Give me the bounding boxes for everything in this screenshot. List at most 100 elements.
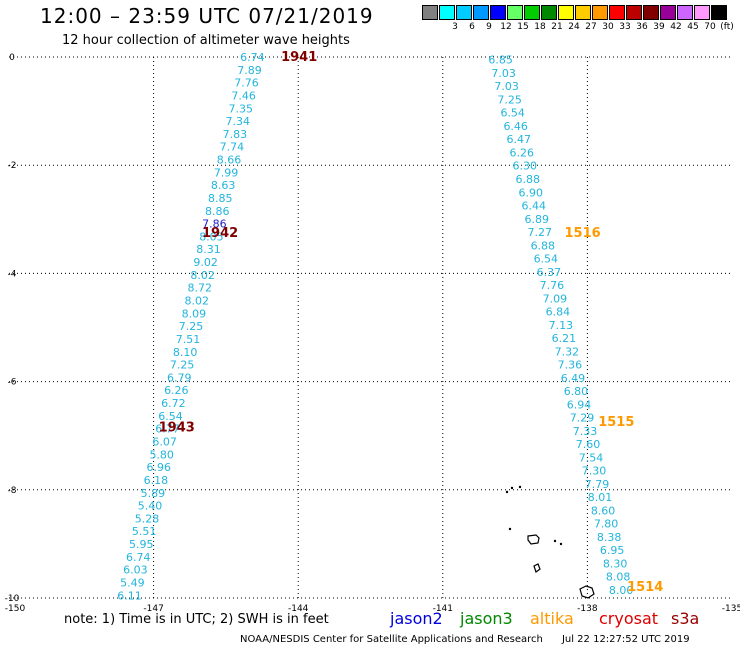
wave-height-value: 7.60 <box>576 438 601 451</box>
pass-time-label: 1943 <box>159 421 195 436</box>
wave-height-value: 7.76 <box>234 77 259 90</box>
wave-height-value: 8.02 <box>190 269 215 282</box>
credit-text: NOAA/NESDIS Center for Satellite Applica… <box>240 634 543 645</box>
wave-height-value: 6.26 <box>164 384 189 397</box>
wave-height-value: 5.51 <box>132 525 157 538</box>
wave-height-value: 7.54 <box>579 451 604 464</box>
wave-height-value: 8.30 <box>603 557 628 570</box>
satellite-jason2: jason2 <box>390 609 443 628</box>
wave-height-value: 6.21 <box>552 332 577 345</box>
wave-height-value: 7.25 <box>170 359 195 372</box>
legend-swatch <box>507 5 523 20</box>
wave-height-value: 6.07 <box>152 435 177 448</box>
wave-height-value: 8.86 <box>205 205 230 218</box>
wave-height-values: 6.747.897.767.467.357.347.837.748.667.99… <box>117 50 663 602</box>
wave-height-value: 7.74 <box>220 141 245 154</box>
legend-label: 18 <box>534 22 546 32</box>
wave-height-value: 8.00 <box>609 584 634 597</box>
legend-swatch <box>524 5 540 20</box>
legend-swatch <box>439 5 455 20</box>
wave-height-value: 6.96 <box>147 461 172 474</box>
wave-height-value: 7.30 <box>582 465 607 478</box>
wave-height-value: 5.40 <box>138 500 163 513</box>
wave-height-value: 6.95 <box>600 544 625 557</box>
wave-height-value: 7.83 <box>223 128 248 141</box>
x-tick-label: -135 <box>722 604 740 614</box>
wave-height-value: 7.35 <box>228 102 253 115</box>
wave-height-value: 6.54 <box>158 410 183 423</box>
legend-swatch <box>490 5 506 20</box>
legend-label: 21 <box>551 22 563 32</box>
wave-height-value: 7.27 <box>528 226 553 239</box>
y-tick-label: 0 <box>9 53 15 63</box>
legend-swatch <box>660 5 676 20</box>
legend-swatch <box>694 5 710 20</box>
satellite-cryosat: cryosat <box>599 609 659 628</box>
legend-label: 6 <box>469 22 475 32</box>
wave-height-value: 5.80 <box>149 448 174 461</box>
wave-height-value: 6.47 <box>506 133 531 146</box>
wave-height-value: 6.90 <box>519 186 544 199</box>
wave-height-value: 6.30 <box>512 160 537 173</box>
wave-height-value: 7.76 <box>540 279 565 292</box>
wave-height-value: 8.31 <box>196 243 221 256</box>
footer-credit: NOAA/NESDIS Center for Satellite Applica… <box>240 634 690 645</box>
legend-swatch <box>422 5 438 20</box>
y-tick-label: -10 <box>5 594 20 604</box>
wave-height-value: 6.49 <box>561 372 586 385</box>
legend-unit: (ft) <box>720 22 734 32</box>
wave-height-value: 6.88 <box>531 239 556 252</box>
legend-label: 9 <box>486 22 492 32</box>
wave-height-value: 6.94 <box>567 398 592 411</box>
wave-height-value: 8.08 <box>606 571 631 584</box>
legend-label: 36 <box>636 22 648 32</box>
wave-height-value: 5.89 <box>141 487 166 500</box>
wave-height-value: 8.02 <box>185 295 210 308</box>
pass-time-label: 1514 <box>627 580 663 595</box>
wave-height-value: 7.36 <box>558 359 583 372</box>
wave-height-value: 7.33 <box>573 425 598 438</box>
wave-height-value: 8.63 <box>211 179 236 192</box>
wave-height-value: 6.18 <box>144 474 169 487</box>
wave-height-value: 6.84 <box>546 306 571 319</box>
pass-time-label: 1942 <box>202 226 238 241</box>
wave-height-value: 8.38 <box>597 531 622 544</box>
wave-height-value: 8.60 <box>591 504 616 517</box>
wave-height-value: 6.80 <box>564 385 589 398</box>
y-tick-label: -4 <box>8 269 17 279</box>
satellite-jason3: jason3 <box>460 609 513 628</box>
legend-label: 3 <box>452 22 458 32</box>
legend-label: 70 <box>704 22 716 32</box>
pass-time-label: 1516 <box>564 226 600 241</box>
wave-height-value: 8.10 <box>173 346 198 359</box>
wave-height-value: 7.80 <box>594 518 619 531</box>
island-outlines <box>505 485 595 599</box>
legend-label: 45 <box>687 22 699 32</box>
wave-height-value: 7.79 <box>585 478 610 491</box>
wave-height-value: 6.72 <box>161 397 186 410</box>
y-tick-label: -6 <box>8 378 17 388</box>
legend-label: 12 <box>500 22 512 32</box>
wave-height-value: 7.32 <box>555 345 580 358</box>
wave-height-value: 7.34 <box>226 115 251 128</box>
pass-time-label: 1941 <box>281 50 317 65</box>
wave-height-value: 9.02 <box>193 256 218 269</box>
wave-height-value: 7.13 <box>549 319 574 332</box>
wave-height-value: 8.01 <box>588 491 613 504</box>
wave-height-value: 6.26 <box>509 146 534 159</box>
legend-swatch <box>541 5 557 20</box>
x-tick-label: -141 <box>433 604 453 614</box>
legend-label: 15 <box>517 22 529 32</box>
wave-height-value: 7.25 <box>179 320 204 333</box>
footer-note: note: 1) Time is in UTC; 2) SWH is in fe… <box>64 612 329 627</box>
wave-height-value: 6.46 <box>503 120 528 133</box>
wave-height-value: 7.03 <box>491 67 516 80</box>
legend-swatch <box>643 5 659 20</box>
wave-height-value: 6.89 <box>525 213 550 226</box>
wave-height-value: 6.54 <box>500 107 525 120</box>
legend-swatch <box>677 5 693 20</box>
wave-height-value: 6.85 <box>488 54 513 67</box>
wave-height-value: 6.11 <box>117 589 142 602</box>
wave-height-value: 5.28 <box>135 512 160 525</box>
